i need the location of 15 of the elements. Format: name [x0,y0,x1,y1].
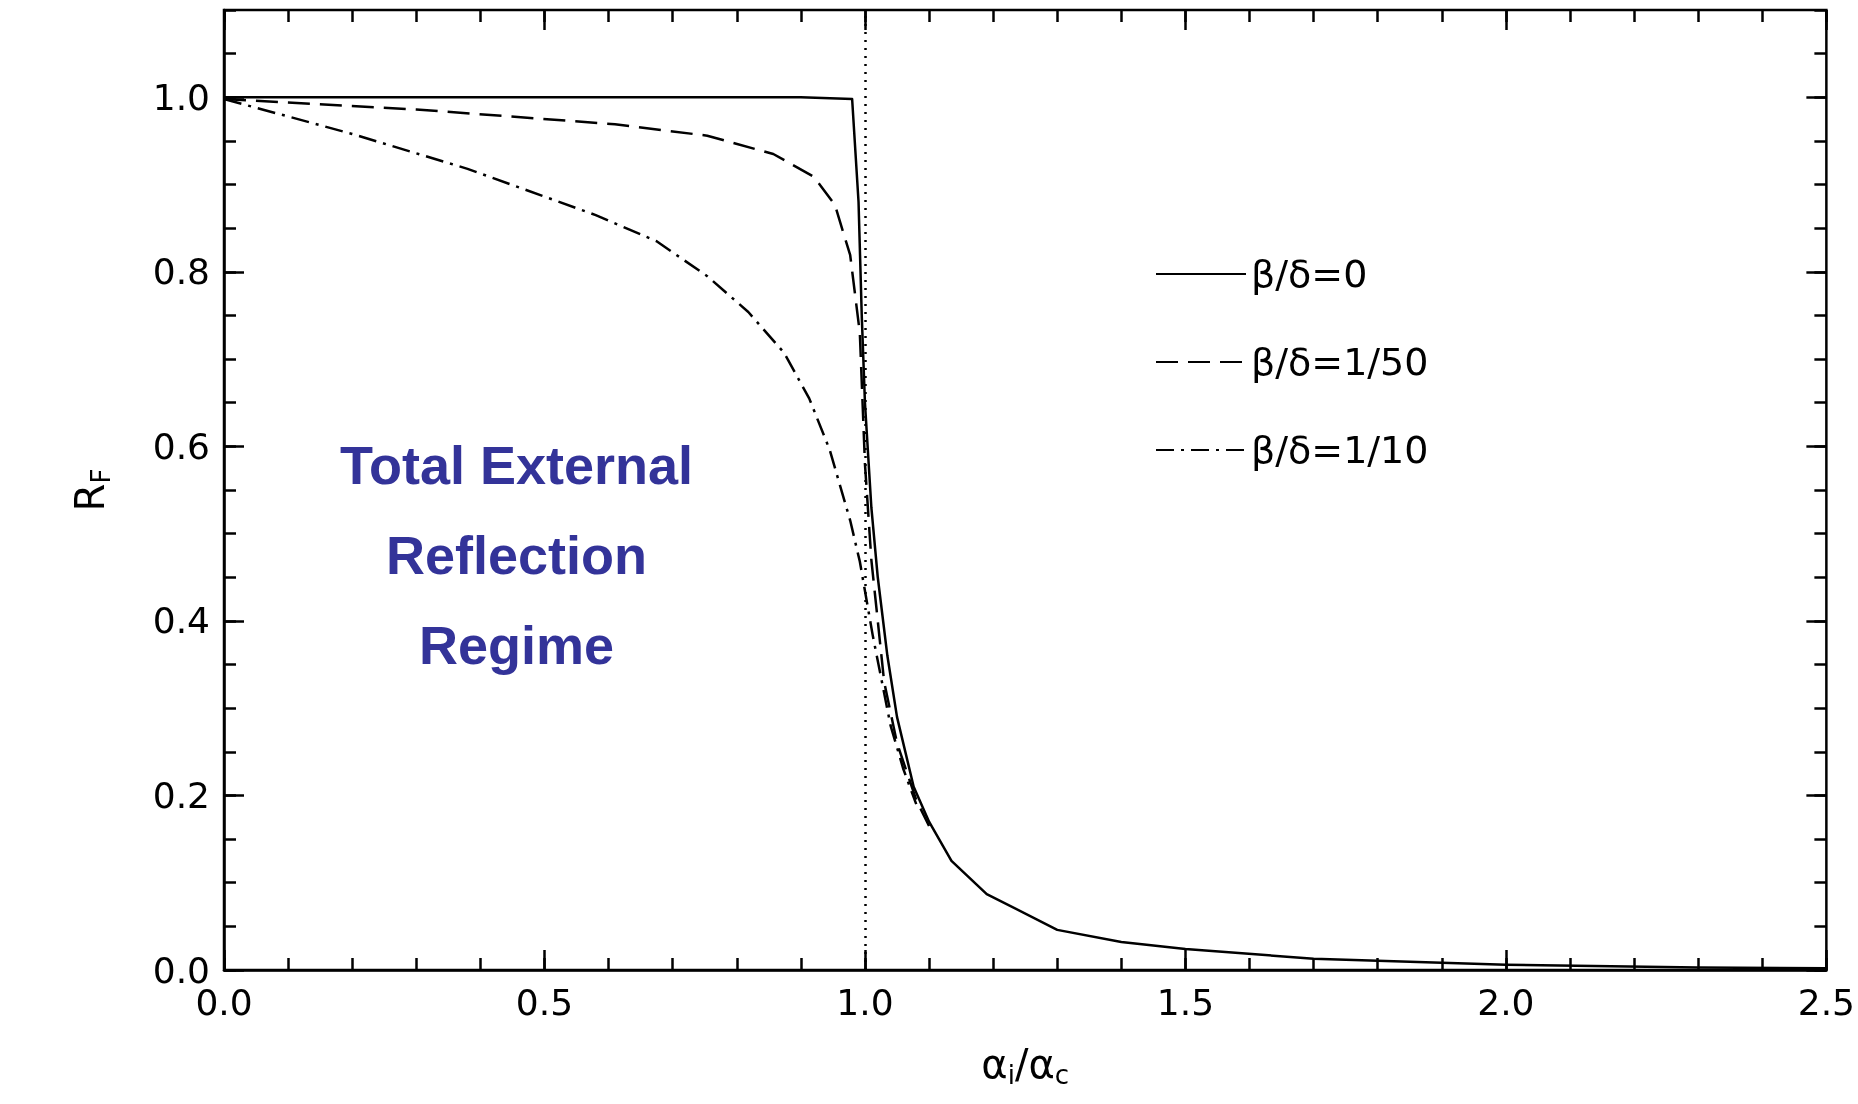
annotation: Total External Reflection Regime [339,435,694,675]
y-tick-label: 0.4 [152,600,210,642]
y-tick-label: 0.2 [152,774,210,816]
legend-label: β/δ=1/10 [1251,428,1429,472]
y-tick-label: 0.6 [152,425,210,467]
y-axis-title: RF [67,468,116,512]
x-tick-label: 1.0 [836,981,894,1023]
x-tick-label: 1.5 [1156,981,1215,1023]
legend-label: β/δ=1/50 [1251,340,1429,384]
x-tick-label: 2.0 [1477,981,1535,1023]
x-tick-label: 0.5 [515,981,574,1023]
y-tick-label: 0.8 [152,251,210,293]
legend-label: β/δ=0 [1251,252,1368,296]
y-tick-label: 1.0 [152,76,210,118]
x-tick-label: 2.5 [1797,981,1856,1023]
